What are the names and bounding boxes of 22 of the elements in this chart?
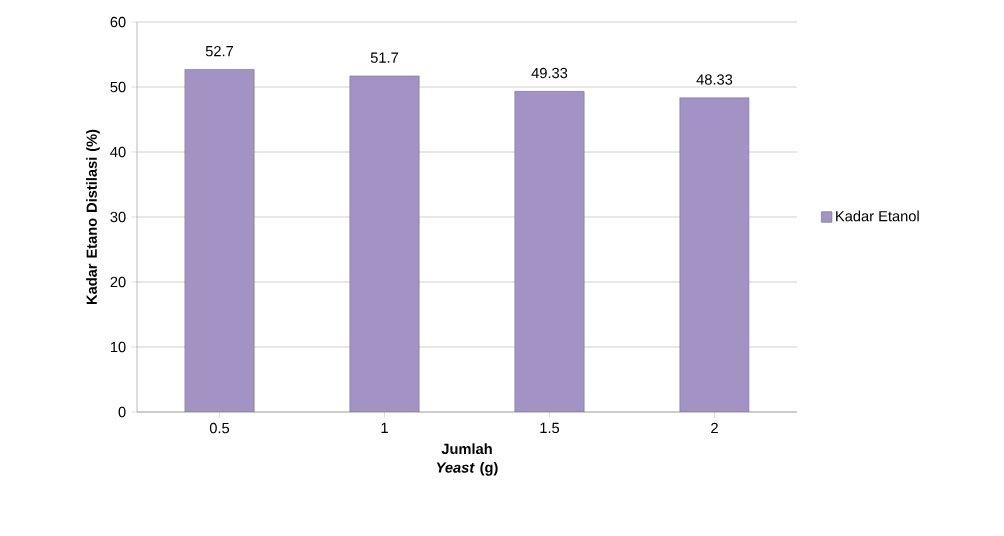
data-label: 52.7 bbox=[205, 45, 234, 57]
data-label: 48.33 bbox=[696, 74, 733, 85]
bar bbox=[514, 91, 585, 412]
legend-label: Kadar Etanol bbox=[836, 210, 919, 222]
y-tick-label: 20 bbox=[110, 276, 126, 288]
x-tick-label: 2 bbox=[711, 422, 718, 434]
y-tick-label: 10 bbox=[110, 341, 126, 353]
data-label: 49.33 bbox=[531, 67, 568, 79]
x-axis-title: Jumlah Yeast (g) bbox=[436, 443, 498, 476]
x-tick-label: 1.5 bbox=[540, 422, 560, 434]
y-tick-label: 60 bbox=[110, 16, 126, 28]
bar bbox=[184, 69, 255, 412]
y-tick-label: 40 bbox=[110, 146, 126, 158]
data-label: 51.7 bbox=[370, 52, 399, 63]
y-tick-label: 30 bbox=[110, 211, 126, 223]
y-tick-label: 50 bbox=[110, 81, 126, 93]
y-axis-title: Kadar Etano Distilasi (%) bbox=[86, 129, 100, 305]
x-tick-label: 0.5 bbox=[209, 422, 230, 434]
y-tick-label: 0 bbox=[118, 406, 126, 418]
bar bbox=[679, 97, 750, 412]
bar bbox=[349, 75, 420, 412]
x-tick-label: 1 bbox=[381, 422, 388, 433]
